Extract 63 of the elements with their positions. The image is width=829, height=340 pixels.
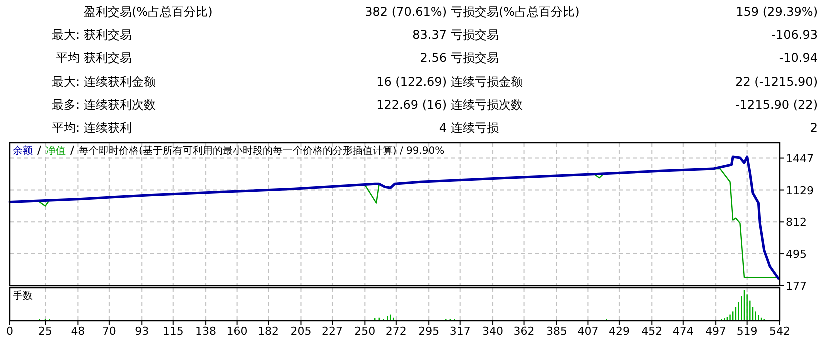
x-tick-label: 340 <box>482 325 504 338</box>
x-tick-label: 429 <box>608 325 630 338</box>
x-tick-label: 452 <box>642 325 663 338</box>
x-tick-label: 0 <box>6 325 14 338</box>
text: 83.37 <box>412 28 447 42</box>
text: 连续亏损金额 <box>451 75 523 89</box>
y-tick-label: 1447 <box>786 152 814 166</box>
y-tick-label: 177 <box>786 280 807 293</box>
text: 382 (70.61%) <box>365 5 447 19</box>
x-tick-label: 138 <box>196 325 217 338</box>
x-tick-label: 182 <box>258 325 280 338</box>
text: 盈利交易(%占总百分比) <box>84 5 213 19</box>
text: -1215.90 (22) <box>736 98 818 112</box>
text: 余额 <box>13 145 33 157</box>
text: 4 <box>439 121 447 135</box>
y-tick-label: 812 <box>786 216 807 230</box>
text: 22 (-1215.90) <box>736 75 818 89</box>
text: 159 (29.39%) <box>736 5 818 19</box>
text: -106.93 <box>772 28 818 42</box>
y-tick-label: 495 <box>786 248 807 262</box>
x-tick-label: 295 <box>418 325 440 338</box>
text: 亏损交易 <box>451 51 499 65</box>
text: 122.69 (16) <box>376 98 447 112</box>
text: 16 (122.69) <box>376 75 447 89</box>
chart-subtitle: 每个即时价格(基于所有可利用的最小时段的每一个价格的分形插值计算) / 99.90% <box>79 145 445 157</box>
x-tick-label: 250 <box>354 325 376 338</box>
x-tick-label: 385 <box>546 325 568 338</box>
chart-title: 手数 <box>13 290 33 302</box>
text: 亏损交易(%占总百分比) <box>451 5 580 19</box>
x-tick-label: 407 <box>578 325 599 338</box>
text: 最大: <box>52 75 80 89</box>
x-tick-label: 272 <box>386 325 407 338</box>
text: 连续获利次数 <box>84 98 156 112</box>
text: 获利交易 <box>84 51 132 65</box>
text: 2 <box>810 121 818 135</box>
text: 最大: <box>52 28 80 42</box>
text: 亏损交易 <box>451 28 499 42</box>
x-tick-label: 205 <box>290 325 312 338</box>
x-tick-label: 542 <box>770 325 790 338</box>
x-tick-label: 227 <box>322 325 343 338</box>
text: -10.94 <box>779 51 818 65</box>
x-tick-label: 48 <box>71 325 86 338</box>
text: 获利交易 <box>84 28 132 42</box>
text: 连续获利金额 <box>84 75 156 89</box>
x-tick-label: 25 <box>38 325 53 338</box>
y-tick-label: 1129 <box>786 184 814 198</box>
x-tick-label: 160 <box>226 325 248 338</box>
x-tick-label: 362 <box>514 325 535 338</box>
x-tick-label: 115 <box>162 325 184 338</box>
text: 连续亏损次数 <box>451 98 523 112</box>
text: 连续获利 <box>84 121 132 135</box>
x-tick-label: 519 <box>736 325 758 338</box>
x-tick-label: 497 <box>706 325 727 338</box>
text: 2.56 <box>420 51 447 65</box>
x-tick-label: 70 <box>102 325 116 338</box>
text: 平均: <box>52 121 80 135</box>
x-tick-label: 93 <box>135 325 150 338</box>
text: 净值 <box>46 145 66 157</box>
x-tick-label: 317 <box>450 325 471 338</box>
text: 平均 <box>56 51 80 65</box>
text: 最多: <box>52 98 80 112</box>
x-tick-label: 474 <box>672 325 694 338</box>
text: 连续亏损 <box>451 121 499 135</box>
